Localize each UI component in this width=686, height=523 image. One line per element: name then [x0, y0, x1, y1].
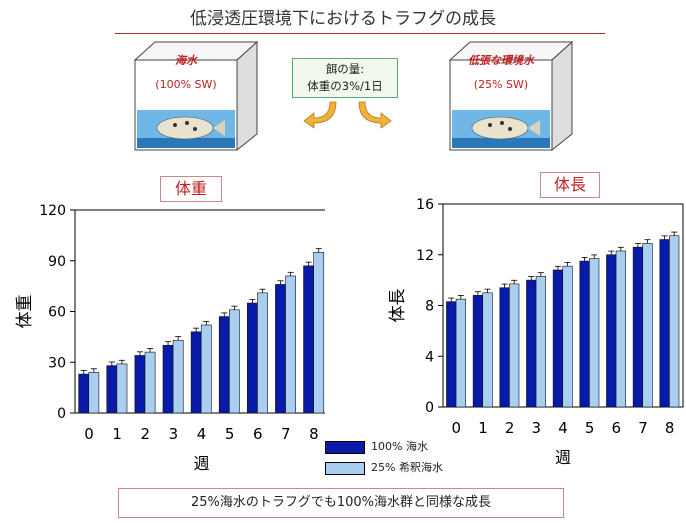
length-bar-25 [455, 298, 466, 408]
weight-bar-25 [88, 372, 100, 414]
weight-bar-100 [162, 345, 174, 414]
pufferfish-photo [137, 110, 235, 148]
diluted-label: 低張な環境水 [468, 54, 534, 67]
seawater-percent: (100% SW) [155, 78, 217, 91]
legend-swatch-100 [325, 440, 365, 454]
length-bar-25 [642, 243, 653, 408]
length-bar-25 [615, 250, 626, 408]
feeding-info-box: 餌の量: 体重の3%/1日 [292, 58, 398, 98]
legend-item-100: 100% 海水 [325, 438, 428, 454]
length-x-tick-label: 5 [585, 419, 595, 437]
weight-bar-25 [285, 275, 296, 414]
length-y-axis-label: 体長 [388, 289, 408, 323]
length-bar-100 [446, 301, 457, 408]
seawater-label: 海水 [175, 54, 197, 67]
weight-x-tick-label: 5 [225, 425, 235, 443]
weight-y-tick-label: 120 [39, 203, 66, 219]
length-x-tick-label: 3 [532, 419, 542, 437]
weight-bar-100 [247, 302, 258, 414]
length-x-tick-label: 2 [505, 419, 515, 437]
length-bar-100 [472, 295, 484, 408]
weight-chart-title: 体重 [160, 176, 222, 202]
length-bar-100 [632, 246, 644, 408]
length-bar-25 [482, 292, 493, 408]
length-x-tick-label: 7 [638, 419, 648, 437]
weight-x-tick-label: 6 [253, 425, 263, 443]
weight-bar-25 [229, 309, 240, 414]
length-bar-25 [589, 258, 600, 408]
weight-bar-100 [78, 373, 90, 414]
weight-x-axis-label: 週 [193, 454, 209, 473]
weight-bar-25 [116, 363, 128, 414]
weight-bar-25 [172, 339, 184, 414]
weight-y-tick-label: 90 [48, 254, 66, 270]
weight-bar-100 [190, 331, 202, 414]
length-bar-25 [669, 235, 680, 408]
weight-bar-25 [144, 351, 156, 414]
weight-x-tick-label: 4 [197, 425, 207, 443]
length-chart-title: 体長 [540, 172, 600, 198]
length-y-tick-label: 4 [425, 349, 434, 365]
length-x-tick-label: 4 [558, 419, 568, 437]
pufferfish-photo [452, 110, 550, 148]
weight-x-tick-label: 2 [141, 425, 151, 443]
weight-bar-25 [257, 292, 268, 414]
weight-bar-100 [275, 284, 286, 414]
weight-bar-25 [200, 324, 212, 414]
length-y-tick-label: 12 [416, 248, 434, 264]
length-x-tick-label: 6 [612, 419, 622, 437]
page-title: 低浸透圧環境下におけるトラフグの成長 [190, 9, 496, 29]
diluted-percent: (25% SW) [473, 78, 529, 91]
length-bar-25 [509, 283, 520, 408]
legend-item-25: 25% 希釈海水 [325, 459, 443, 475]
legend-label-100: 100% 海水 [371, 440, 428, 453]
length-x-tick-label: 1 [478, 419, 488, 437]
weight-x-tick-label: 1 [112, 425, 122, 443]
length-bar-100 [552, 269, 564, 408]
length-x-tick-label: 0 [452, 419, 462, 437]
title-divider [115, 33, 605, 34]
feeding-line-1: 餌の量: [325, 62, 365, 76]
weight-bar-100 [134, 355, 146, 414]
legend-swatch-25 [325, 461, 365, 475]
length-bar-100 [606, 254, 617, 408]
feeding-line-2: 体重の3%/1日 [307, 79, 383, 93]
length-y-tick-label: 8 [425, 299, 434, 315]
length-x-axis-label: 週 [555, 448, 571, 467]
weight-bar-25 [313, 251, 325, 414]
length-bar-25 [535, 276, 546, 408]
length-bar-100 [579, 260, 590, 408]
seawater-tank-box [133, 40, 259, 152]
weight-x-tick-label: 3 [169, 425, 179, 443]
arrows-icon [303, 101, 392, 129]
weight-y-tick-label: 30 [48, 355, 66, 371]
length-bar-100 [526, 279, 537, 408]
weight-bar-100 [303, 265, 314, 414]
weight-x-tick-label: 7 [281, 425, 291, 443]
weight-bar-100 [218, 316, 230, 414]
length-x-tick-label: 8 [665, 419, 675, 437]
legend-label-25: 25% 希釈海水 [371, 461, 443, 474]
weight-y-tick-label: 0 [57, 406, 66, 422]
length-y-tick-label: 0 [425, 400, 434, 416]
weight-x-tick-label: 0 [84, 425, 94, 443]
weight-y-axis-label: 体重 [15, 295, 35, 329]
weight-y-tick-label: 60 [48, 305, 66, 321]
length-bar-100 [659, 239, 670, 408]
diluted-tank-box [448, 40, 574, 152]
weight-bar-100 [106, 365, 118, 414]
length-bar-25 [562, 265, 573, 408]
conclusion-box: 25%海水のトラフグでも100%海水群と同様な成長 [118, 488, 564, 518]
length-y-tick-label: 16 [416, 197, 434, 213]
length-bar-100 [499, 287, 510, 408]
weight-x-tick-label: 8 [309, 425, 319, 443]
